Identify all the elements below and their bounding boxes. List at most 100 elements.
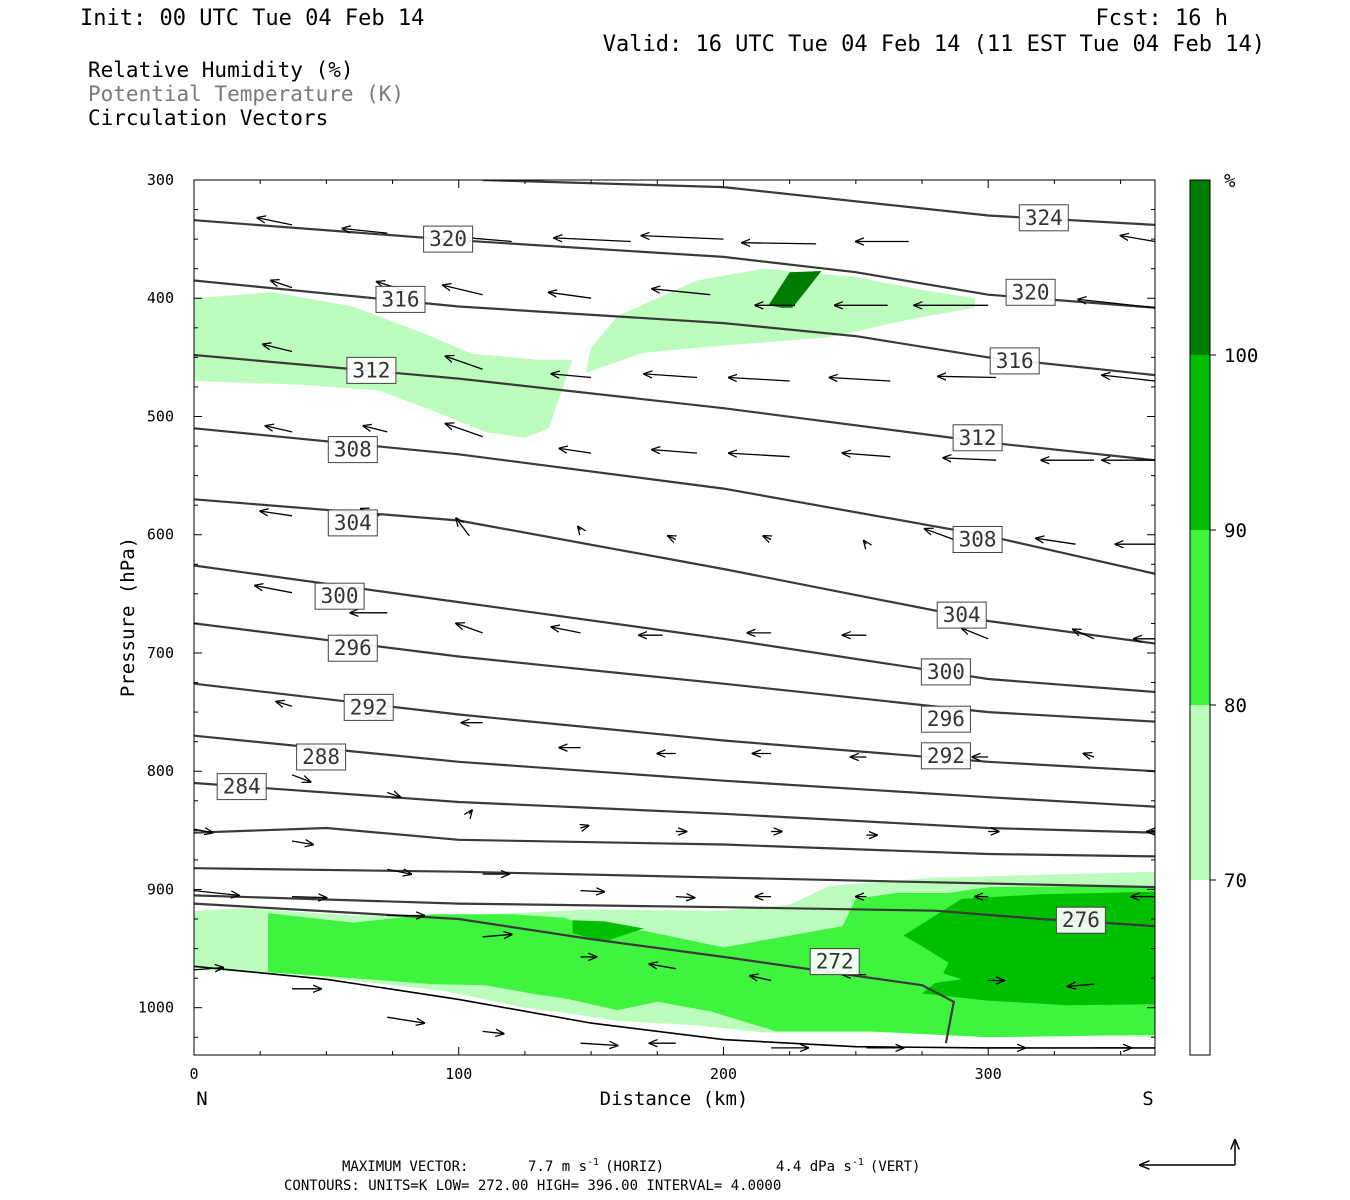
theta-label-276: 276 <box>1055 906 1106 934</box>
theta-label-272: 272 <box>809 948 860 976</box>
svg-text:312: 312 <box>352 358 390 382</box>
circulation-vector <box>387 1016 424 1023</box>
x-tick-label: 300 <box>975 1065 1002 1083</box>
svg-text:304: 304 <box>334 511 372 535</box>
theta-contour-284 <box>194 781 1155 834</box>
theta-label-312: 312 <box>952 424 1003 452</box>
y-tick-label: 400 <box>147 289 174 307</box>
reference-vector <box>1140 1140 1235 1165</box>
circulation-vectors <box>194 218 1155 1048</box>
theta-label-292: 292 <box>343 693 394 721</box>
max-vector-label: MAXIMUM VECTOR: <box>342 1159 468 1175</box>
theta-label-312: 312 <box>346 356 397 384</box>
circulation-vector <box>551 627 581 634</box>
circulation-vector <box>549 292 592 299</box>
svg-text:312: 312 <box>959 426 997 450</box>
svg-text:300: 300 <box>321 584 359 608</box>
svg-text:292: 292 <box>350 695 388 719</box>
y-tick-label: 1000 <box>138 999 174 1017</box>
circulation-vector <box>554 238 631 242</box>
colorbar-segment <box>1190 705 1210 880</box>
circulation-vector <box>1078 299 1155 309</box>
x-axis-label: Distance (km) <box>600 1088 749 1110</box>
legend-rh: Relative Humidity (%) <box>88 58 354 82</box>
contour-info: CONTOURS: UNITS=K LOW= 272.00 HIGH= 396.… <box>284 1178 781 1194</box>
theta-contour-labels: 324 320 320 316 316 312 312 308 308 304 304 300 300 2… <box>216 204 1106 976</box>
y-tick-label: 800 <box>147 762 174 780</box>
legend-vectors: Circulation Vectors <box>88 106 328 130</box>
circulation-vector <box>469 810 472 814</box>
y-tick-label: 700 <box>147 644 174 662</box>
svg-text:296: 296 <box>334 636 372 660</box>
theta-label-296: 296 <box>920 705 971 733</box>
circulation-vector <box>291 774 311 782</box>
svg-text:276: 276 <box>1062 908 1100 932</box>
circulation-vector <box>668 536 676 540</box>
theta-label-320: 320 <box>423 225 474 253</box>
svg-text:308: 308 <box>334 438 372 462</box>
circulation-vector <box>266 426 293 433</box>
circulation-vector <box>644 374 698 378</box>
circulation-vector <box>446 424 483 438</box>
circulation-vector <box>342 229 388 234</box>
circulation-vector <box>1084 754 1095 758</box>
circulation-vector <box>675 897 695 898</box>
circulation-vector <box>456 623 483 634</box>
circulation-vector <box>742 243 817 244</box>
y-tick-label: 300 <box>147 171 174 189</box>
svg-text:320: 320 <box>429 227 467 251</box>
circulation-vector <box>578 527 581 531</box>
circulation-vector <box>194 968 223 970</box>
rh-region-90-100 <box>572 920 645 942</box>
circulation-vector <box>580 1043 618 1045</box>
colorbar-level-label: 90 <box>1224 520 1247 542</box>
plot-area: 324 320 320 316 316 312 312 308 308 304 304 300 300 2… <box>194 180 1155 1048</box>
x-tick-label: 200 <box>710 1065 737 1083</box>
circulation-vector <box>194 829 213 833</box>
circulation-vector <box>263 344 293 353</box>
circulation-vector <box>194 889 239 896</box>
circulation-vector <box>641 236 724 240</box>
forecast-hour: Fcst: 16 h <box>1096 6 1228 31</box>
circulation-vector <box>652 289 711 296</box>
circulation-vector <box>864 541 867 545</box>
theta-contour-300 <box>194 564 1155 694</box>
circulation-vector <box>580 891 605 892</box>
ground-surface <box>194 965 1155 1049</box>
colorbar: 100 90 80 70 <box>1189 179 1258 1056</box>
init-time: Init: 00 UTC Tue 04 Feb 14 <box>80 6 424 31</box>
svg-text:292: 292 <box>927 744 965 768</box>
y-tick-label: 500 <box>147 407 174 425</box>
circulation-vector <box>271 281 293 289</box>
circulation-vector <box>763 536 771 540</box>
x-tick-label: 100 <box>445 1065 472 1083</box>
circulation-vector <box>482 934 512 936</box>
colorbar-level-label: 100 <box>1224 345 1258 367</box>
circulation-vector <box>581 826 589 828</box>
svg-text:304: 304 <box>943 603 981 627</box>
svg-text:272: 272 <box>816 950 854 974</box>
colorbar-segment <box>1190 530 1210 705</box>
circulation-vector <box>443 285 483 296</box>
circulation-vector <box>938 376 997 377</box>
theta-label-308: 308 <box>952 526 1003 553</box>
theta-label-292: 292 <box>920 742 971 770</box>
circulation-vector <box>925 529 955 541</box>
svg-text:324: 324 <box>1025 206 1063 230</box>
south-label: S <box>1142 1088 1153 1110</box>
theta-contour-288 <box>194 734 1155 808</box>
theta-label-300: 300 <box>920 658 971 686</box>
circulation-vector <box>729 453 790 457</box>
ground-line <box>194 965 1155 1049</box>
circulation-vector <box>649 964 676 969</box>
rh-region-70-80 <box>585 268 975 373</box>
y-axis-label: Pressure (hPa) <box>117 537 139 697</box>
circulation-vector <box>456 518 470 537</box>
circulation-vector <box>1102 375 1155 382</box>
theta-label-316: 316 <box>989 347 1040 375</box>
legend-theta: Potential Temperature (K) <box>88 82 404 106</box>
theta-contour-unlabeled-12 <box>194 867 1155 889</box>
circulation-vector <box>943 458 997 460</box>
colorbar-level-label: 70 <box>1224 870 1247 892</box>
circulation-vector <box>1121 236 1155 243</box>
